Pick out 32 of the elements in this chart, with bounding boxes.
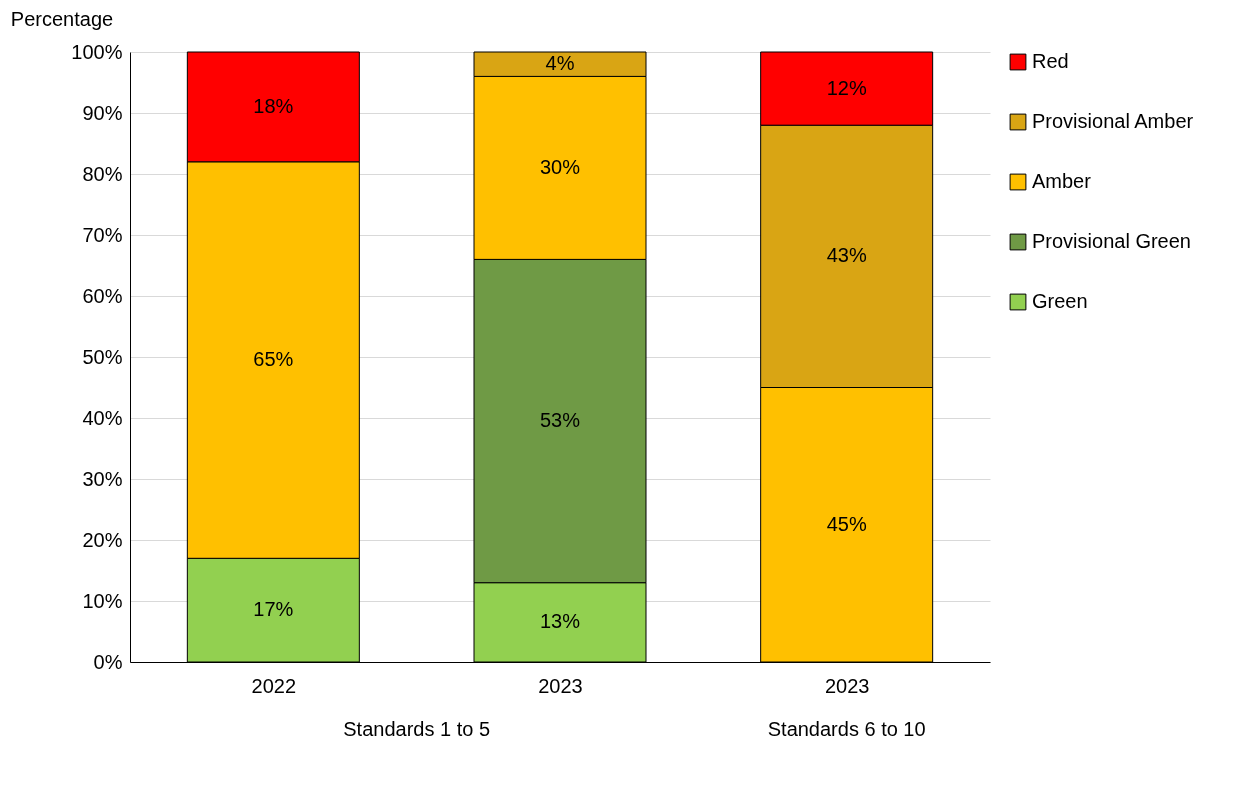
x-tick-label: 2023 xyxy=(538,674,583,697)
x-tick-label: 2022 xyxy=(251,674,297,697)
y-tick-label: 10% xyxy=(82,589,123,612)
y-tick-label: 90% xyxy=(82,101,123,124)
text: Standards 1 to 5 xyxy=(343,718,491,740)
legend-label: Provisional Amber xyxy=(1032,110,1194,132)
y-tick-label: 100% xyxy=(71,40,123,63)
data-label: 65% xyxy=(253,348,294,371)
data-label: 53% xyxy=(539,409,581,432)
y-tick-label: 70% xyxy=(82,223,123,246)
data-label: 17% xyxy=(253,598,294,621)
legend-label: Provisional Green xyxy=(1032,230,1191,252)
data-label: 45% xyxy=(826,512,867,535)
y-tick-label: 80% xyxy=(82,162,123,185)
y-tick-label: 20% xyxy=(82,528,123,551)
y-tick-label: 60% xyxy=(82,284,123,307)
x-tick-label: 2023 xyxy=(824,674,870,697)
y-tick-label: 50% xyxy=(82,345,123,368)
y-tick-label: 40% xyxy=(82,406,123,429)
legend-label: Red xyxy=(1032,50,1069,72)
data-label: 13% xyxy=(539,610,581,633)
y-tick-label: 0% xyxy=(93,650,123,673)
data-label: 43% xyxy=(826,244,867,267)
y-axis-title: Percentage xyxy=(10,8,114,30)
data-label: 18% xyxy=(253,94,294,117)
data-label: 12% xyxy=(826,76,867,99)
data-label: 4% xyxy=(545,52,575,75)
y-tick-label: 30% xyxy=(82,467,123,490)
legend-label: Green xyxy=(1032,290,1088,312)
data-label: 30% xyxy=(539,155,581,178)
legend-label: Amber xyxy=(1032,170,1092,192)
text: Standards 6 to 10 xyxy=(767,718,926,740)
